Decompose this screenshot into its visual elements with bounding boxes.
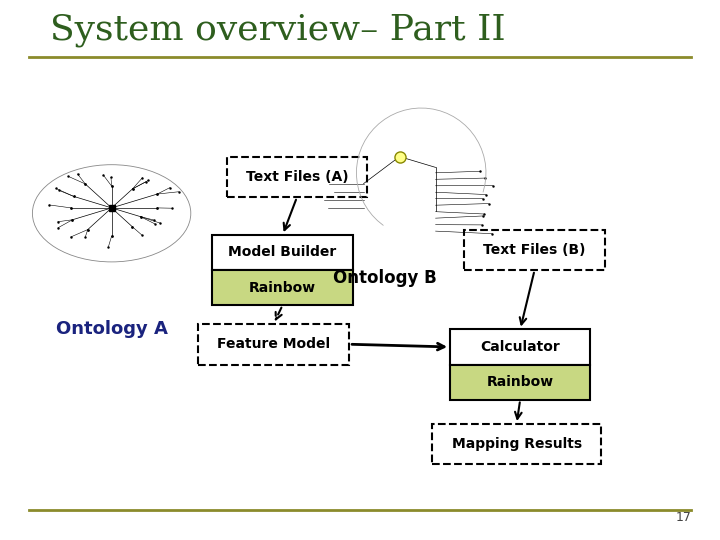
Text: Ontology B: Ontology B (333, 269, 437, 287)
Text: System overview– Part II: System overview– Part II (50, 13, 506, 46)
Text: Mapping Results: Mapping Results (451, 437, 582, 451)
FancyBboxPatch shape (212, 235, 353, 270)
Text: Rainbow: Rainbow (487, 375, 554, 389)
Text: Text Files (B): Text Files (B) (483, 243, 586, 256)
FancyBboxPatch shape (450, 329, 590, 364)
Text: Ontology A: Ontology A (55, 320, 168, 339)
FancyBboxPatch shape (432, 424, 601, 464)
FancyBboxPatch shape (464, 230, 605, 270)
Text: Model Builder: Model Builder (228, 246, 337, 259)
FancyBboxPatch shape (450, 364, 590, 400)
FancyBboxPatch shape (212, 270, 353, 305)
Text: Feature Model: Feature Model (217, 338, 330, 351)
FancyBboxPatch shape (227, 157, 367, 197)
Text: 17: 17 (675, 511, 691, 524)
Text: Rainbow: Rainbow (249, 281, 316, 294)
Text: Calculator: Calculator (480, 340, 560, 354)
Text: Text Files (A): Text Files (A) (246, 170, 348, 184)
FancyBboxPatch shape (198, 324, 349, 365)
